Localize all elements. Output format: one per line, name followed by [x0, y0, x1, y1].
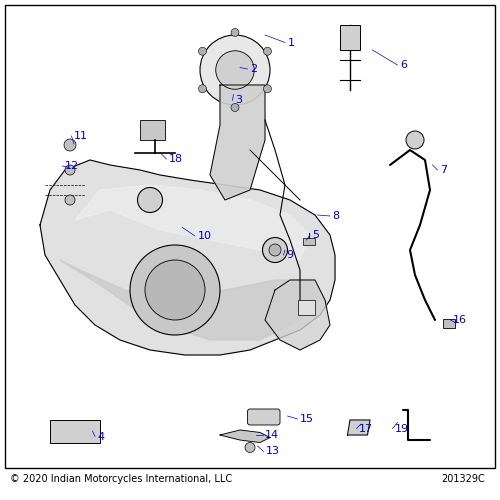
Polygon shape: [348, 420, 370, 435]
Circle shape: [200, 35, 270, 105]
Circle shape: [130, 245, 220, 335]
Circle shape: [406, 131, 424, 149]
Bar: [50, 420, 100, 442]
Circle shape: [64, 139, 76, 151]
Text: 12: 12: [65, 161, 79, 171]
Circle shape: [231, 28, 239, 36]
Polygon shape: [210, 85, 265, 200]
FancyBboxPatch shape: [248, 409, 280, 425]
Circle shape: [262, 238, 287, 262]
Text: 17: 17: [359, 424, 373, 434]
Text: © 2020 Indian Motorcycles International, LLC: © 2020 Indian Motorcycles International,…: [10, 474, 232, 484]
Circle shape: [198, 84, 206, 93]
Bar: [298, 300, 315, 315]
Polygon shape: [220, 430, 270, 442]
Bar: [340, 25, 360, 50]
Text: 10: 10: [198, 231, 211, 241]
Text: 15: 15: [300, 414, 314, 424]
Text: 2: 2: [250, 64, 257, 74]
Polygon shape: [75, 185, 310, 260]
Bar: [140, 120, 165, 140]
Text: 7: 7: [440, 165, 447, 175]
Text: 6: 6: [400, 60, 407, 70]
Circle shape: [231, 104, 239, 112]
Circle shape: [198, 48, 206, 55]
Bar: [442, 318, 455, 328]
Text: 13: 13: [266, 446, 280, 456]
Circle shape: [269, 244, 281, 256]
Circle shape: [245, 442, 255, 452]
Polygon shape: [265, 280, 330, 350]
Text: 16: 16: [453, 315, 467, 325]
Text: 18: 18: [169, 154, 183, 164]
Text: 19: 19: [395, 424, 409, 434]
Circle shape: [138, 188, 162, 212]
Text: 11: 11: [74, 131, 88, 141]
Circle shape: [264, 84, 272, 93]
Circle shape: [216, 51, 254, 89]
Text: 201329C: 201329C: [442, 474, 485, 484]
Text: 1: 1: [288, 38, 294, 48]
Polygon shape: [40, 160, 335, 355]
Text: 14: 14: [265, 430, 279, 440]
Circle shape: [65, 165, 75, 175]
Text: 8: 8: [332, 211, 340, 221]
Text: 9: 9: [286, 250, 293, 260]
Circle shape: [264, 48, 272, 55]
Circle shape: [145, 260, 205, 320]
Bar: [302, 238, 315, 245]
Text: 5: 5: [312, 230, 320, 240]
Circle shape: [65, 195, 75, 205]
Polygon shape: [60, 260, 320, 340]
Text: 3: 3: [235, 95, 242, 105]
Text: 4: 4: [98, 432, 104, 442]
